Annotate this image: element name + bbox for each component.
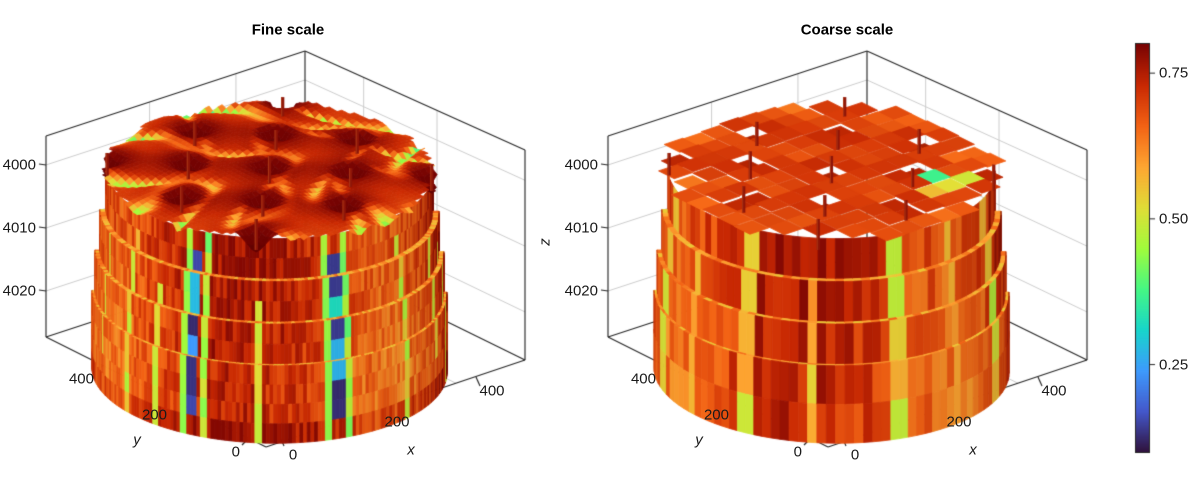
- z-tick-label: 4020: [2, 282, 36, 300]
- x-tick-label: 400: [479, 382, 505, 400]
- colorbar-tick-label: 0.25: [1159, 356, 1189, 374]
- x-tick-label: 0: [288, 446, 298, 464]
- y-tick-label: 200: [141, 406, 167, 424]
- x-tick-label: 200: [946, 413, 972, 431]
- axis-label-z: z: [536, 238, 554, 246]
- plot-title-coarse: Coarse scale: [800, 21, 894, 39]
- z-tick-label: 4000: [564, 156, 598, 174]
- axis-label-y: y: [695, 431, 703, 449]
- x-tick-label: 0: [850, 446, 860, 464]
- y-tick-label: 400: [630, 370, 656, 388]
- colorbar-tick-label: 0.50: [1159, 210, 1189, 228]
- x-tick-label: 400: [1041, 382, 1067, 400]
- colorbar-tick-label: 0.75: [1159, 64, 1189, 82]
- y-tick-label: 0: [231, 443, 240, 461]
- y-tick-label: 400: [68, 370, 94, 388]
- z-tick-label: 4000: [2, 156, 36, 174]
- z-tick-label: 4020: [564, 282, 598, 300]
- y-tick-label: 200: [703, 406, 729, 424]
- z-tick-label: 4010: [564, 219, 598, 237]
- x-tick-label: 200: [384, 413, 410, 431]
- y-tick-label: 0: [793, 443, 802, 461]
- axis-label-y: y: [133, 431, 141, 449]
- plot-title-fine: Fine scale: [251, 21, 325, 39]
- z-tick-label: 4010: [2, 219, 36, 237]
- axis-label-x: x: [969, 441, 977, 459]
- axis-label-x: x: [407, 441, 415, 459]
